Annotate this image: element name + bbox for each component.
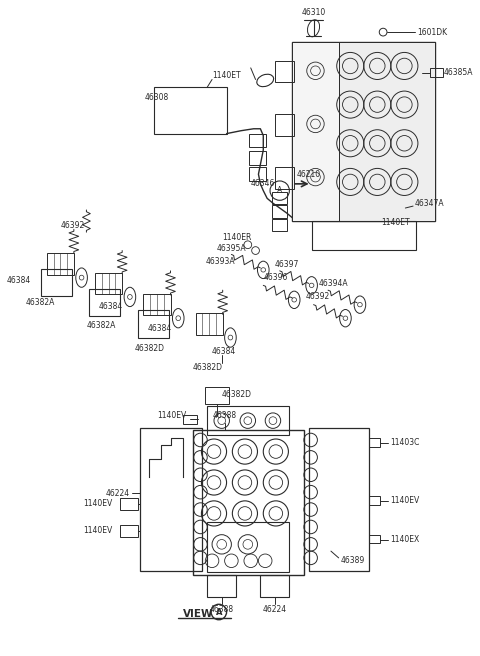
Text: 46388: 46388	[210, 605, 234, 613]
Bar	[272, 192, 288, 204]
Ellipse shape	[172, 308, 184, 328]
Bar	[193, 430, 304, 575]
Text: VIEW: VIEW	[183, 609, 214, 619]
Bar	[369, 438, 380, 447]
Bar	[272, 218, 288, 231]
Ellipse shape	[76, 268, 87, 287]
Text: 46397: 46397	[275, 260, 299, 268]
Text: 46392: 46392	[306, 293, 330, 302]
Bar	[312, 220, 416, 249]
Ellipse shape	[358, 302, 362, 307]
Bar	[275, 61, 294, 83]
Text: 46382A: 46382A	[86, 321, 116, 331]
Text: 46346: 46346	[251, 179, 275, 188]
Bar	[41, 269, 72, 296]
Bar	[207, 522, 289, 573]
Bar	[140, 428, 203, 571]
Bar	[369, 496, 380, 504]
Bar	[144, 294, 170, 316]
Text: 1140EV: 1140EV	[83, 526, 112, 535]
Text: 46310: 46310	[301, 8, 325, 16]
Ellipse shape	[124, 287, 136, 306]
Ellipse shape	[257, 74, 274, 87]
Text: 1140EV: 1140EV	[83, 499, 112, 508]
Bar	[309, 428, 369, 571]
Ellipse shape	[308, 20, 320, 37]
Bar	[272, 205, 288, 218]
Text: 46382A: 46382A	[25, 298, 55, 307]
Text: 46382D: 46382D	[222, 390, 252, 399]
Bar	[138, 310, 168, 338]
Ellipse shape	[257, 261, 269, 279]
Text: 46388: 46388	[213, 411, 237, 420]
Bar	[183, 415, 197, 424]
Text: 46392: 46392	[60, 221, 84, 230]
Text: A: A	[277, 186, 282, 195]
Bar	[249, 167, 266, 181]
Bar	[207, 575, 236, 596]
Text: 46385A: 46385A	[444, 68, 473, 77]
Bar	[260, 575, 289, 596]
Bar	[207, 406, 289, 435]
Text: 46382D: 46382D	[192, 363, 222, 372]
Bar	[275, 114, 294, 136]
Text: 46384: 46384	[7, 276, 31, 285]
Bar	[249, 134, 266, 147]
Ellipse shape	[343, 316, 348, 320]
Bar	[249, 151, 266, 165]
Text: 46224: 46224	[106, 489, 130, 498]
Text: 11403C: 11403C	[390, 438, 419, 447]
Text: A: A	[216, 607, 222, 617]
Text: 46394A: 46394A	[318, 279, 348, 288]
Bar	[292, 42, 435, 220]
Bar	[275, 167, 294, 189]
Text: 1140ET: 1140ET	[381, 218, 410, 227]
Bar	[339, 42, 435, 220]
Text: 46393A: 46393A	[205, 256, 235, 266]
Text: 46389: 46389	[341, 556, 365, 565]
Text: 46396: 46396	[264, 273, 288, 282]
Bar	[47, 253, 74, 275]
Text: 46384: 46384	[99, 302, 123, 311]
Ellipse shape	[354, 296, 366, 314]
Ellipse shape	[340, 310, 351, 327]
Ellipse shape	[79, 275, 84, 280]
Bar	[205, 387, 229, 404]
Ellipse shape	[128, 295, 132, 299]
Ellipse shape	[176, 316, 180, 321]
Text: 1140ET: 1140ET	[212, 71, 240, 80]
Ellipse shape	[288, 291, 300, 308]
Text: 46382D: 46382D	[135, 344, 165, 353]
Bar	[154, 87, 227, 134]
Text: 46347A: 46347A	[415, 199, 444, 208]
Ellipse shape	[306, 277, 317, 294]
Text: 1140ER: 1140ER	[222, 232, 251, 241]
Text: 46224: 46224	[263, 605, 287, 613]
Bar	[292, 42, 339, 220]
Bar	[95, 273, 122, 294]
Text: 1140EX: 1140EX	[390, 535, 419, 544]
Bar	[120, 498, 138, 510]
Text: 46210: 46210	[296, 170, 320, 178]
Text: 46384: 46384	[212, 346, 236, 356]
Text: 46384: 46384	[147, 324, 171, 333]
Bar	[89, 289, 120, 316]
Text: 46395A: 46395A	[217, 244, 247, 253]
Ellipse shape	[292, 298, 297, 302]
Bar	[430, 68, 443, 77]
Ellipse shape	[309, 283, 314, 287]
Text: 1601DK: 1601DK	[417, 28, 447, 37]
Bar	[120, 525, 138, 537]
Bar	[196, 314, 223, 335]
Bar	[369, 535, 380, 543]
Ellipse shape	[261, 268, 265, 272]
Text: 46308: 46308	[144, 93, 168, 102]
Ellipse shape	[228, 335, 233, 340]
Text: 1140EV: 1140EV	[390, 497, 419, 505]
Text: 1140EV: 1140EV	[157, 411, 186, 420]
Ellipse shape	[225, 328, 236, 347]
